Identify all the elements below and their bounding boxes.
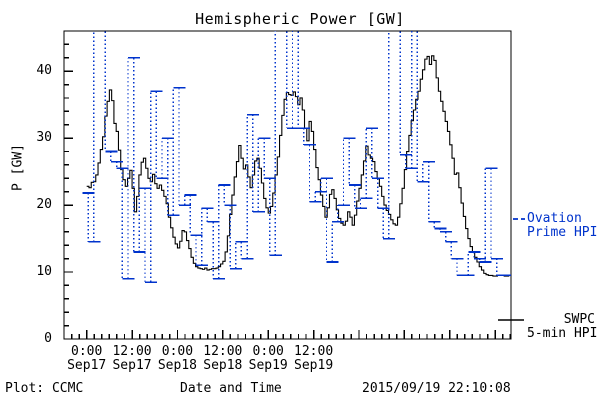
y-tick-20: 20: [36, 197, 52, 213]
plot-credit: Plot: CCMC: [5, 381, 84, 396]
legend-ovation-line1: Ovation: [527, 211, 582, 226]
x-tick-3: 12:00 Sep18: [203, 344, 243, 373]
y-tick-10: 10: [36, 264, 52, 280]
x-tick-0: 0:00 Sep17: [67, 344, 107, 373]
x-tick-4: 0:00 Sep19: [248, 344, 288, 373]
y-tick-40: 40: [36, 63, 52, 79]
legend-swpc-line1: SWPC: [563, 312, 595, 327]
x-axis-label: Date and Time: [180, 381, 282, 396]
legend-ovation-prime: Ovation Prime HPI: [527, 212, 597, 240]
x-tick-2: 0:00 Sep18: [157, 344, 197, 373]
legend-ovation-line2: Prime HPI: [527, 225, 598, 240]
timestamp: 2015/09/19 22:10:08: [362, 381, 511, 396]
x-tick-5: 12:00 Sep19: [294, 344, 334, 373]
legend-swpc-line2: 5-min HPI: [527, 326, 598, 341]
page-title: Hemispheric Power [GW]: [195, 10, 405, 28]
legend-swpc: SWPC 5-min HPI: [527, 312, 598, 341]
y-tick-0: 0: [44, 331, 52, 346]
y-tick-30: 30: [36, 130, 52, 146]
x-tick-1: 12:00 Sep17: [112, 344, 152, 373]
